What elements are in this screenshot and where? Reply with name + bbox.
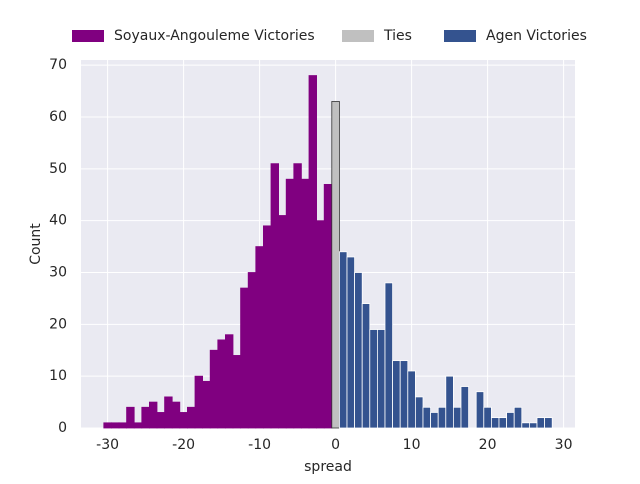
x-tick-label: 30	[555, 437, 573, 453]
x-tick-label: -20	[172, 437, 195, 453]
bar	[293, 163, 302, 429]
bar	[483, 406, 492, 429]
bar	[376, 329, 386, 429]
bar	[384, 282, 393, 429]
bar	[240, 287, 249, 429]
legend-label: Ties	[383, 28, 412, 44]
y-tick-label: 0	[58, 420, 67, 436]
bar	[354, 272, 363, 429]
bar	[460, 386, 469, 429]
bar	[247, 272, 257, 429]
x-tick-label: -10	[248, 437, 271, 453]
bar	[285, 178, 295, 429]
bar	[141, 406, 150, 429]
x-tick-label: 20	[479, 437, 497, 453]
y-axis-label: Count	[28, 223, 44, 265]
bar	[392, 360, 401, 429]
legend-label: Soyaux-Angouleme Victories	[114, 28, 315, 44]
bar	[529, 422, 538, 429]
bar	[217, 339, 226, 429]
y-tick-label: 70	[49, 57, 67, 73]
bar	[316, 220, 325, 429]
bar	[179, 412, 188, 429]
bar	[270, 163, 279, 429]
bar	[224, 334, 234, 429]
bar	[202, 380, 211, 429]
y-tick-label: 30	[49, 265, 67, 281]
x-tick-label: 10	[403, 437, 421, 453]
bar	[369, 329, 378, 429]
bar	[536, 417, 545, 429]
bar	[323, 183, 333, 429]
bar	[156, 412, 165, 429]
bar	[255, 246, 264, 429]
bar	[278, 215, 287, 429]
legend-swatch	[72, 30, 104, 42]
bar	[262, 225, 272, 429]
bar	[399, 360, 409, 429]
bar	[346, 256, 355, 429]
bar	[490, 417, 500, 429]
bar	[361, 303, 371, 429]
bar	[475, 391, 485, 429]
y-tick-label: 40	[49, 213, 67, 229]
bar	[118, 422, 127, 429]
x-axis-label: spread	[304, 459, 352, 475]
legend-label: Agen Victories	[486, 28, 587, 44]
bar	[521, 422, 530, 429]
bar	[338, 251, 348, 429]
y-tick-label: 60	[49, 109, 67, 125]
bar	[506, 412, 515, 429]
bar	[544, 417, 553, 429]
bar	[300, 178, 310, 429]
bar	[194, 375, 203, 429]
bar	[171, 401, 181, 429]
bar	[232, 355, 241, 429]
bar	[148, 401, 158, 429]
bar	[126, 406, 135, 429]
bar	[209, 349, 219, 429]
bar	[331, 101, 340, 429]
bar	[133, 422, 143, 429]
y-tick-label: 20	[49, 316, 67, 332]
bar	[103, 422, 112, 429]
bar	[164, 396, 173, 429]
bar	[422, 406, 431, 429]
bar	[111, 422, 120, 429]
x-tick-label: 0	[331, 437, 340, 453]
bar	[407, 370, 416, 429]
bar	[437, 406, 447, 429]
legend-swatch	[444, 30, 476, 42]
bar	[414, 396, 424, 429]
bar	[498, 417, 507, 429]
bar	[308, 75, 317, 429]
bar	[445, 375, 454, 429]
y-tick-label: 10	[49, 368, 67, 384]
y-tick-label: 50	[49, 161, 67, 177]
bar	[186, 406, 196, 429]
x-tick-label: -30	[96, 437, 119, 453]
bar	[452, 406, 462, 429]
legend-swatch	[342, 30, 374, 42]
bar	[430, 412, 439, 429]
bar	[513, 406, 523, 429]
